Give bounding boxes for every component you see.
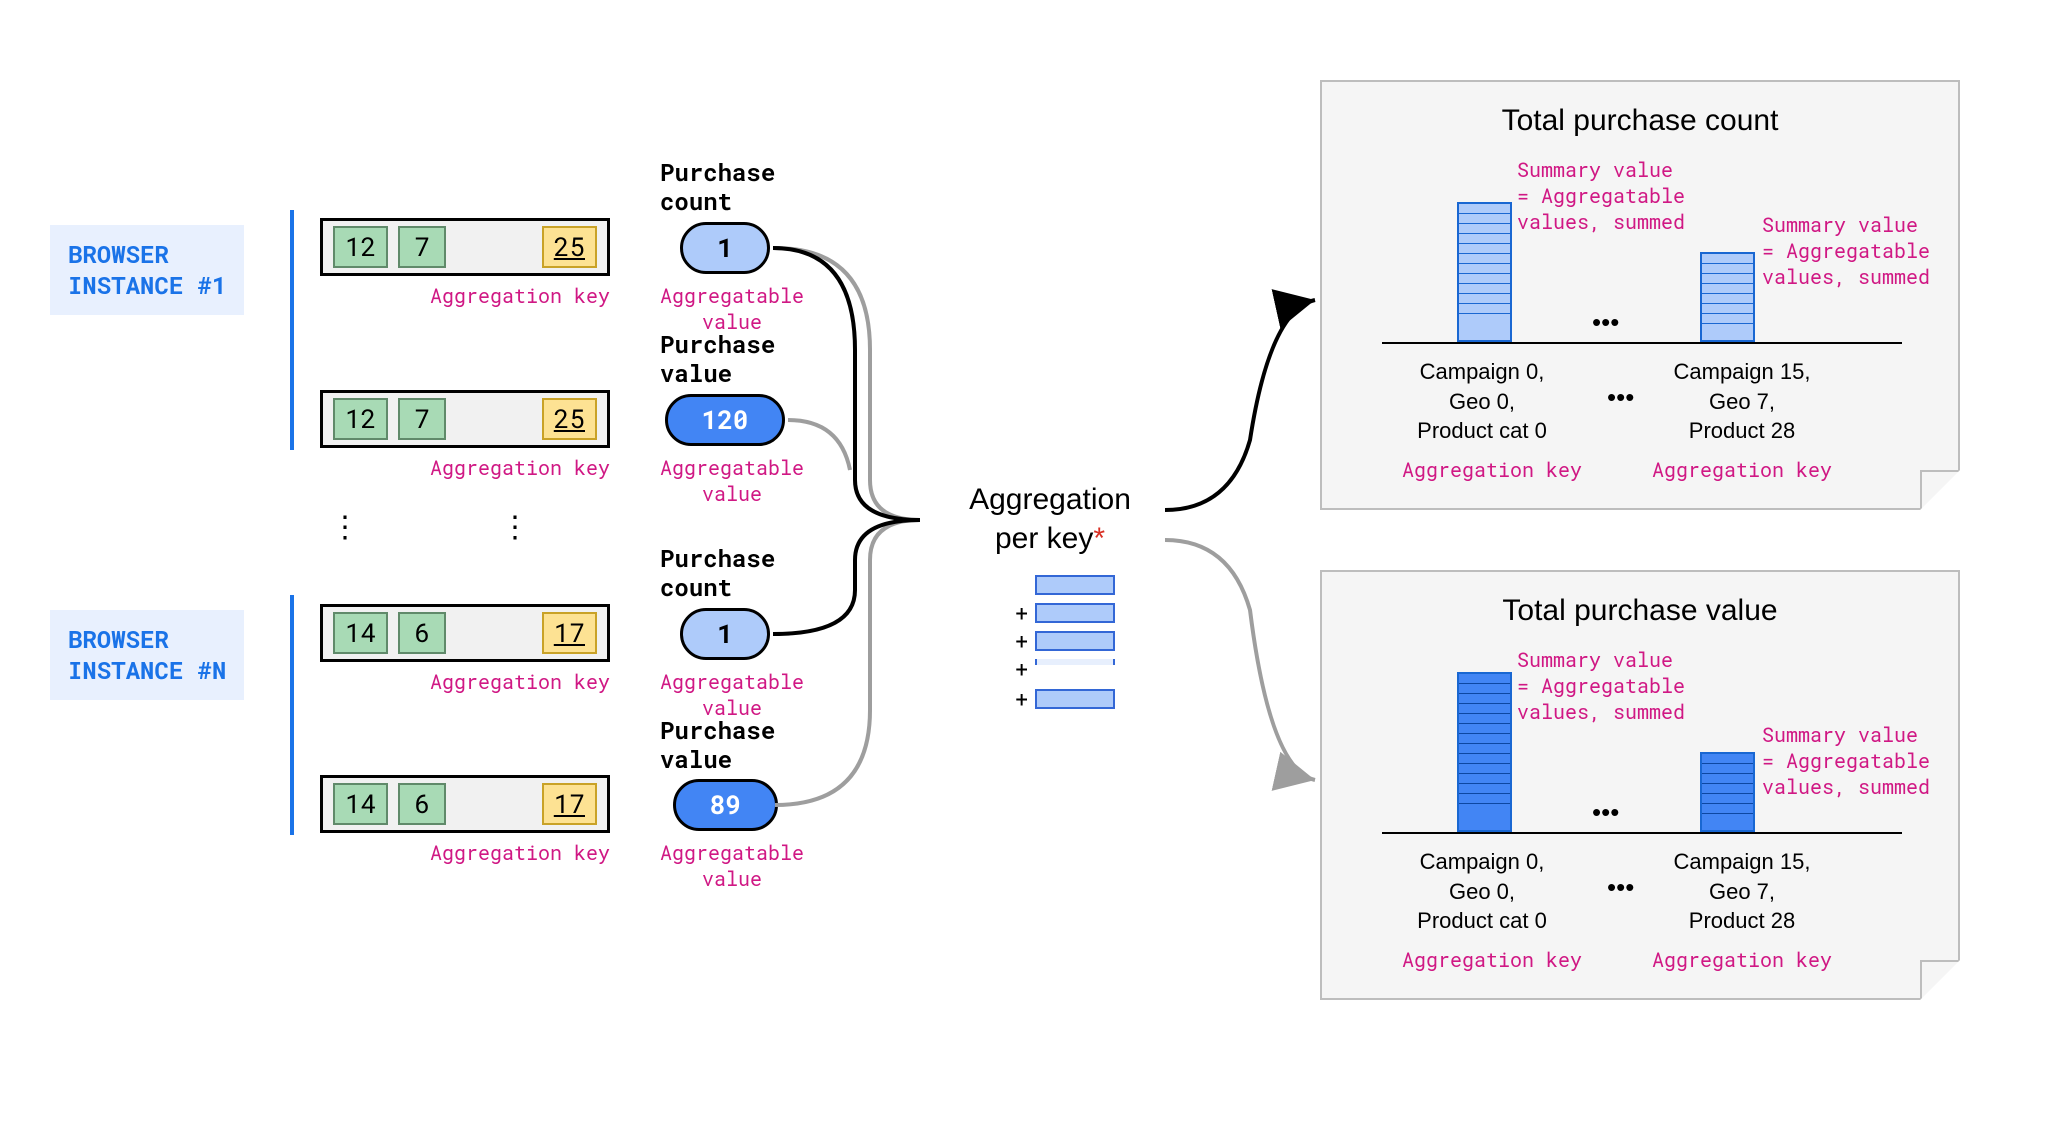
chip-1-2: 7 <box>398 226 446 268</box>
plus-1: + <box>1015 598 1028 627</box>
panel-1-dots-cats: ••• <box>1607 382 1634 413</box>
pill-1-text: 1 <box>717 231 733 265</box>
key-box-2: 12 7 25 <box>320 390 610 448</box>
browser-n-vline <box>290 595 294 835</box>
agg-key-label-1: Aggregation key <box>430 283 610 309</box>
panel-2-cat-1: Campaign 0, Geo 0, Product cat 0 <box>1372 847 1592 936</box>
browser-instance-n-label: BROWSER INSTANCE #N <box>50 610 244 700</box>
dots-right: ⋮ <box>500 510 530 545</box>
value-title-3-text: Purchase count <box>660 542 775 603</box>
agg-line1: Aggregation <box>969 483 1131 516</box>
chip-3-1: 14 <box>333 612 388 654</box>
pill-2-text: 120 <box>702 403 749 437</box>
browser-instance-n-text: BROWSER INSTANCE #N <box>68 623 226 686</box>
chip-3-2: 6 <box>398 612 446 654</box>
agg-val-label-2: Aggregatable value <box>660 455 804 507</box>
panel-1-cat-2: Campaign 15, Geo 7, Product 28 <box>1642 357 1842 446</box>
panel-1-aggkey-1: Aggregation key <box>1402 457 1582 483</box>
panel-2-bar-2 <box>1700 752 1755 832</box>
pill-3-text: 1 <box>717 617 733 651</box>
stack-bar-2 <box>1035 603 1115 623</box>
agg-key-label-3: Aggregation key <box>430 669 610 695</box>
key-box-1: 12 7 25 <box>320 218 610 276</box>
key-box-3: 14 6 17 <box>320 604 610 662</box>
panel-2-summary-2: Summary value = Aggregatable values, sum… <box>1762 722 1930 800</box>
plus-4: + <box>1015 684 1028 713</box>
panel-total-purchase-count: Total purchase count ••• Summary value =… <box>1320 80 1960 510</box>
stack-bar-4 <box>1035 689 1115 709</box>
aggregation-per-key-label: Aggregation per key* <box>940 480 1160 558</box>
panel-1-aggkey-2: Aggregation key <box>1652 457 1832 483</box>
panel-1-dots-bars: ••• <box>1592 307 1619 338</box>
dots-left: ⋮ <box>330 510 360 545</box>
value-title-2-text: Purchase value <box>660 328 775 389</box>
panel-2-summary-1: Summary value = Aggregatable values, sum… <box>1517 647 1685 725</box>
panel-1-summary-1: Summary value = Aggregatable values, sum… <box>1517 157 1685 235</box>
value-title-1-text: Purchase count <box>660 156 775 217</box>
agg-key-label-4: Aggregation key <box>430 840 610 866</box>
chip-1-1: 12 <box>333 226 388 268</box>
panel-2-dots-cats: ••• <box>1607 872 1634 903</box>
panel-1-title: Total purchase count <box>1322 104 1958 138</box>
stack-bar-1 <box>1035 575 1115 595</box>
panel-1-bar-1 <box>1457 202 1512 342</box>
panel-1-summary-2: Summary value = Aggregatable values, sum… <box>1762 212 1930 290</box>
pill-4: 89 <box>673 779 778 831</box>
panel-2-title: Total purchase value <box>1322 594 1958 628</box>
chip-4-3: 17 <box>542 783 597 825</box>
key-box-4: 14 6 17 <box>320 775 610 833</box>
agg-val-label-4: Aggregatable value <box>660 840 804 892</box>
value-title-4: Purchase value <box>660 716 775 774</box>
chip-4-2: 6 <box>398 783 446 825</box>
value-title-1: Purchase count <box>660 158 775 216</box>
panel-2-cat-2: Campaign 15, Geo 7, Product 28 <box>1642 847 1842 936</box>
value-title-4-text: Purchase value <box>660 714 775 775</box>
chip-2-2: 7 <box>398 398 446 440</box>
value-title-2: Purchase value <box>660 330 775 388</box>
chip-1-3: 25 <box>542 226 597 268</box>
panel-2-axis <box>1382 832 1902 834</box>
browser-1-vline <box>290 210 294 450</box>
panel-1-bar-2 <box>1700 252 1755 342</box>
plus-3: + <box>1015 654 1028 683</box>
agg-key-label-2: Aggregation key <box>430 455 610 481</box>
panel-2-bar-1 <box>1457 672 1512 832</box>
browser-instance-1-label: BROWSER INSTANCE #1 <box>50 225 244 315</box>
value-title-3: Purchase count <box>660 544 775 602</box>
pill-2: 120 <box>665 394 785 446</box>
panel-2-aggkey-1: Aggregation key <box>1402 947 1582 973</box>
chip-2-1: 12 <box>333 398 388 440</box>
chip-4-1: 14 <box>333 783 388 825</box>
chip-3-3: 17 <box>542 612 597 654</box>
stack-bar-3 <box>1035 631 1115 651</box>
plus-2: + <box>1015 626 1028 655</box>
panel-1-cat-1: Campaign 0, Geo 0, Product cat 0 <box>1372 357 1592 446</box>
browser-instance-1-text: BROWSER INSTANCE #1 <box>68 238 226 301</box>
panel-total-purchase-value: Total purchase value ••• Summary value =… <box>1320 570 1960 1000</box>
panel-2-aggkey-2: Aggregation key <box>1652 947 1832 973</box>
panel-2-dots-bars: ••• <box>1592 797 1619 828</box>
chip-2-3: 25 <box>542 398 597 440</box>
asterisk: * <box>1093 522 1105 555</box>
pill-4-text: 89 <box>710 788 741 822</box>
agg-line2: per key <box>995 522 1093 555</box>
pill-3: 1 <box>680 608 770 660</box>
panel-1-axis <box>1382 342 1902 344</box>
pill-1: 1 <box>680 222 770 274</box>
stack-bar-unknown <box>1035 659 1115 665</box>
